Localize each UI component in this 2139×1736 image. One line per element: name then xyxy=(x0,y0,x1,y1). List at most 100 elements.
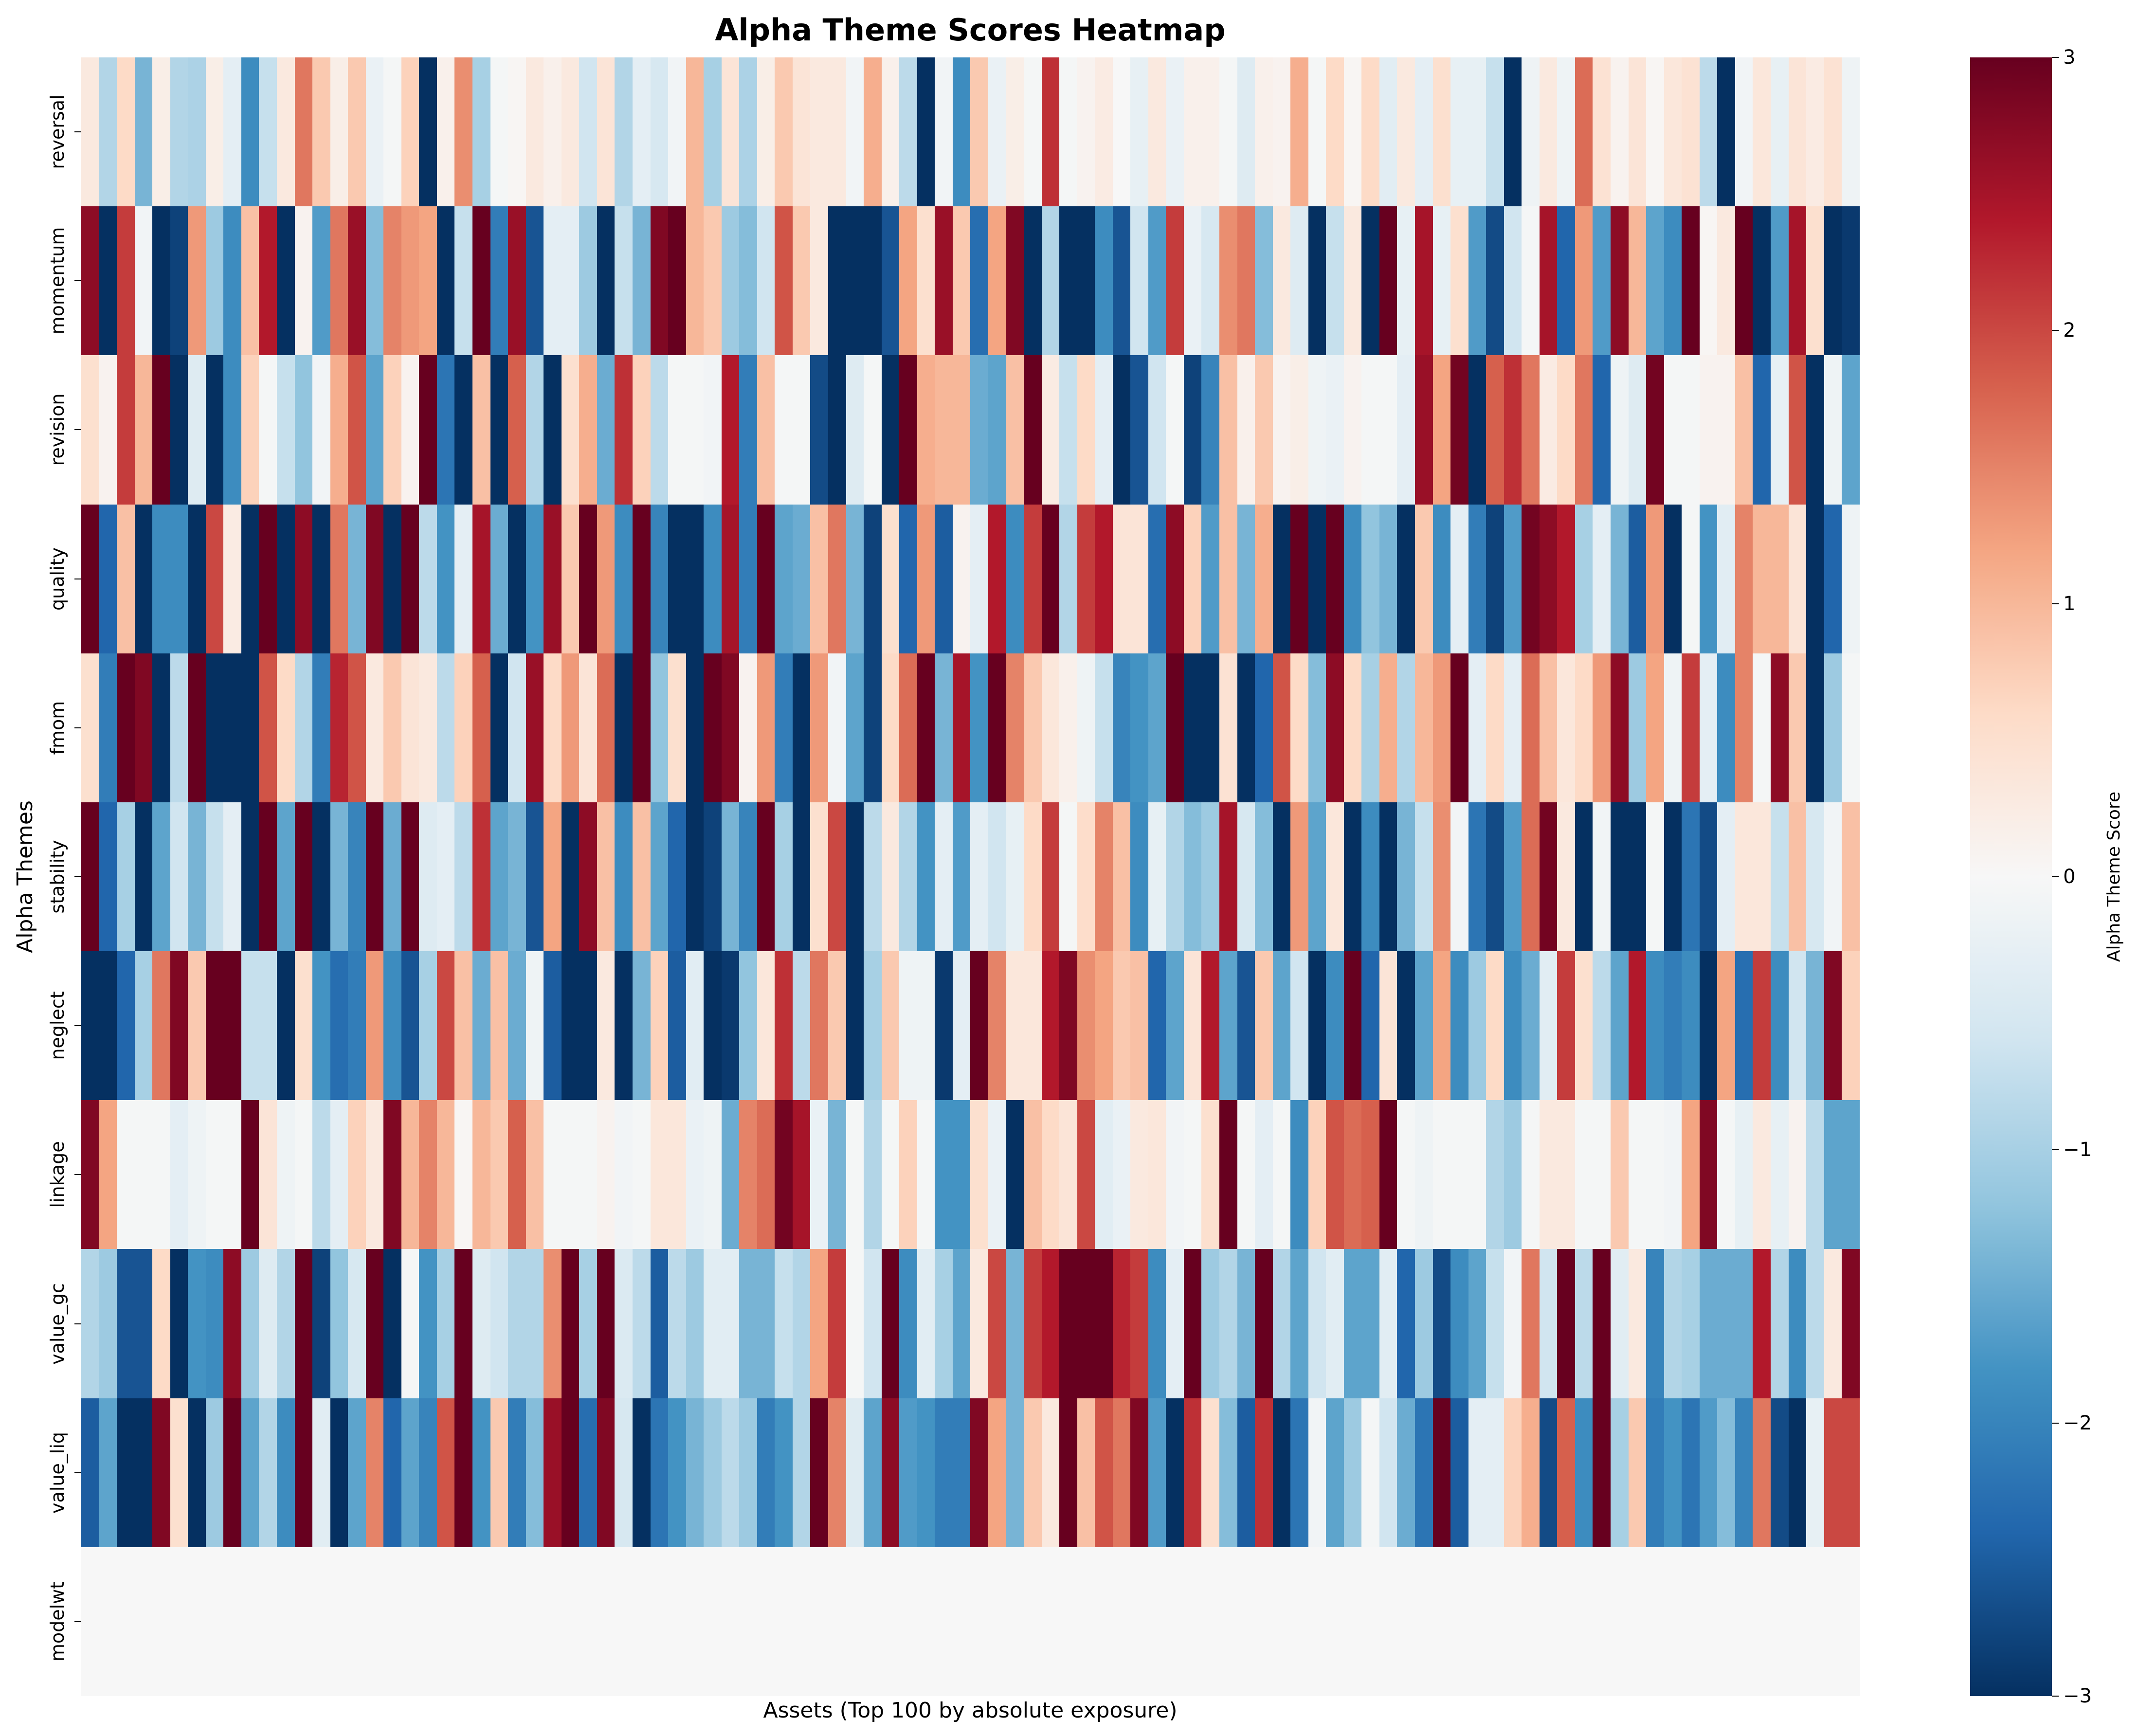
heatmap-cell xyxy=(739,57,757,207)
heatmap-cell xyxy=(775,504,793,654)
heatmap-cell xyxy=(472,653,490,803)
heatmap-cell xyxy=(615,951,633,1101)
colorbar xyxy=(1970,57,2052,1696)
heatmap-cell xyxy=(1842,355,1860,505)
heatmap-cell xyxy=(846,951,864,1101)
heatmap-cell xyxy=(899,355,917,505)
heatmap-cell xyxy=(81,1249,99,1399)
heatmap-cell xyxy=(241,504,259,654)
heatmap-cell xyxy=(1112,1398,1131,1548)
heatmap-cell xyxy=(1628,653,1647,803)
heatmap-cell xyxy=(117,802,135,952)
heatmap-cell xyxy=(1219,802,1237,952)
heatmap-cell xyxy=(1646,355,1664,505)
heatmap-cell xyxy=(490,1398,508,1548)
heatmap-cell xyxy=(1770,951,1789,1101)
heatmap-cell xyxy=(1504,951,1522,1101)
heatmap-cell xyxy=(277,802,295,952)
heatmap-cell xyxy=(330,653,348,803)
heatmap-cell xyxy=(1041,1100,1060,1249)
heatmap-cell xyxy=(1379,206,1397,356)
heatmap-cell xyxy=(668,206,686,356)
heatmap-cell xyxy=(1326,653,1344,803)
heatmap-cell xyxy=(1611,1100,1629,1249)
heatmap-cell xyxy=(970,951,988,1101)
heatmap-cell xyxy=(436,1249,455,1399)
heatmap-cell xyxy=(704,1547,722,1697)
heatmap-cell xyxy=(1664,1398,1682,1548)
heatmap-cell xyxy=(365,1547,384,1697)
heatmap-cell xyxy=(1326,1249,1344,1399)
heatmap-cell xyxy=(1717,653,1735,803)
heatmap-cell xyxy=(739,653,757,803)
heatmap-cell xyxy=(348,1398,366,1548)
heatmap-cell xyxy=(1237,57,1255,207)
heatmap-cell xyxy=(1575,504,1593,654)
heatmap-cell xyxy=(1664,1100,1682,1249)
heatmap-cell xyxy=(241,1398,259,1548)
heatmap-cell xyxy=(1539,1100,1558,1249)
heatmap-cell xyxy=(117,1398,135,1548)
heatmap-cell xyxy=(1095,57,1113,207)
heatmap-cell xyxy=(1219,1398,1237,1548)
heatmap-cell xyxy=(935,1398,953,1548)
heatmap-cell xyxy=(1468,1249,1486,1399)
heatmap-cell xyxy=(99,355,117,505)
heatmap-cell xyxy=(1646,1100,1664,1249)
heatmap-cell xyxy=(1041,951,1060,1101)
heatmap-cell xyxy=(1041,57,1060,207)
heatmap-cell xyxy=(1077,951,1095,1101)
heatmap-cell xyxy=(1379,355,1397,505)
heatmap-cell xyxy=(419,355,437,505)
heatmap-cell xyxy=(1415,653,1433,803)
heatmap-cell xyxy=(544,1547,562,1697)
heatmap-cell xyxy=(223,57,241,207)
heatmap-cell xyxy=(739,504,757,654)
heatmap-cell xyxy=(1664,951,1682,1101)
heatmap-cell xyxy=(1788,1100,1807,1249)
y-tick-mark xyxy=(74,1025,81,1027)
heatmap-cell xyxy=(864,802,882,952)
heatmap-cell xyxy=(1183,355,1202,505)
heatmap-cell xyxy=(1628,57,1647,207)
heatmap-cell xyxy=(419,1100,437,1249)
heatmap-cell xyxy=(1806,653,1824,803)
heatmap-cell xyxy=(561,504,580,654)
heatmap-cell xyxy=(1308,1249,1326,1399)
heatmap-cell xyxy=(365,1398,384,1548)
heatmap-cell xyxy=(312,951,330,1101)
heatmap-cell xyxy=(1646,1547,1664,1697)
heatmap-cell xyxy=(632,57,651,207)
heatmap-cell xyxy=(1522,1100,1540,1249)
heatmap-cell xyxy=(81,504,99,654)
heatmap-cell xyxy=(1628,206,1647,356)
heatmap-cell xyxy=(1308,1100,1326,1249)
heatmap-cell xyxy=(1486,1249,1504,1399)
heatmap-cell xyxy=(1112,355,1131,505)
heatmap-cell xyxy=(1148,1100,1166,1249)
heatmap-cell xyxy=(828,653,846,803)
heatmap-cell xyxy=(1504,1249,1522,1399)
heatmap-cell xyxy=(739,355,757,505)
heatmap-cell xyxy=(1753,57,1771,207)
heatmap-cell xyxy=(134,802,153,952)
heatmap-cell xyxy=(526,355,544,505)
heatmap-cell xyxy=(277,1398,295,1548)
heatmap-cell xyxy=(1166,355,1184,505)
heatmap-cell xyxy=(490,653,508,803)
heatmap-cell xyxy=(810,57,828,207)
heatmap-cell xyxy=(561,802,580,952)
heatmap-cell xyxy=(401,57,419,207)
heatmap-cell xyxy=(1041,355,1060,505)
heatmap-cell xyxy=(846,355,864,505)
heatmap-cell xyxy=(1593,206,1611,356)
heatmap-cell xyxy=(561,355,580,505)
heatmap-cell xyxy=(348,1547,366,1697)
heatmap-cell xyxy=(1432,1398,1451,1548)
heatmap-cell xyxy=(864,57,882,207)
heatmap-cell xyxy=(1717,1547,1735,1697)
heatmap-row-linkage xyxy=(81,1100,1860,1249)
heatmap-cell xyxy=(1522,1249,1540,1399)
heatmap-cell xyxy=(170,1398,188,1548)
heatmap-cell xyxy=(792,802,811,952)
